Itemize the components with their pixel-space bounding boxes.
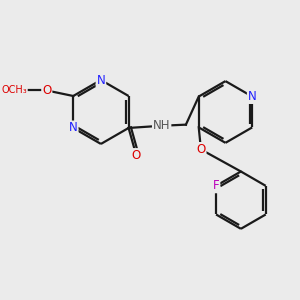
Text: F: F xyxy=(213,179,219,192)
Text: O: O xyxy=(42,84,51,97)
Text: N: N xyxy=(97,74,105,86)
Text: N: N xyxy=(69,122,78,134)
Text: O: O xyxy=(132,149,141,162)
Text: OCH₃: OCH₃ xyxy=(1,85,27,95)
Text: NH: NH xyxy=(153,119,170,132)
Text: O: O xyxy=(196,143,206,156)
Text: N: N xyxy=(248,90,256,103)
